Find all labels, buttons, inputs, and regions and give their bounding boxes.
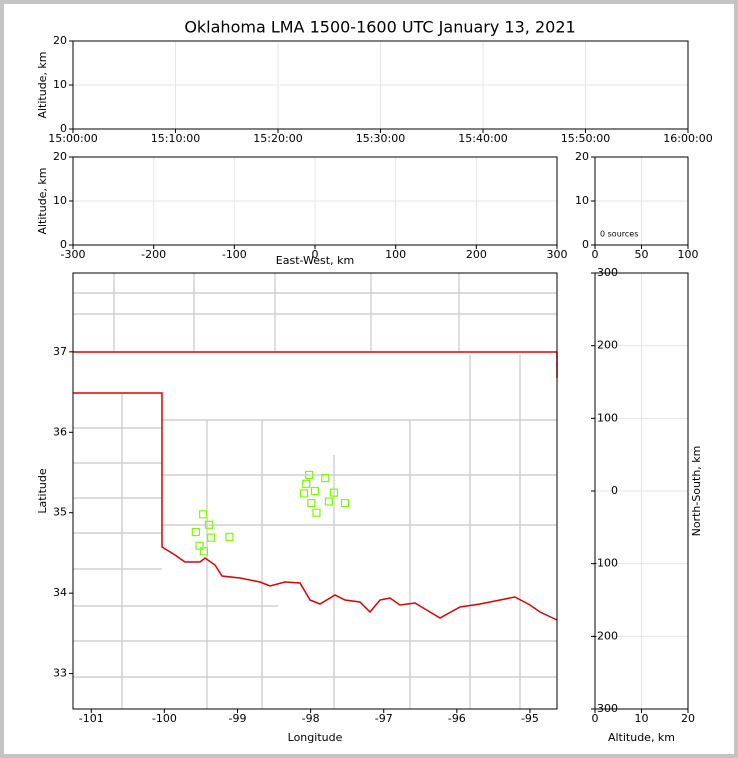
map-background <box>73 273 557 709</box>
x-tick-label: 100 <box>678 248 699 261</box>
y-axis-label: Altitude, km <box>36 167 49 234</box>
x-tick-label: -101 <box>79 712 104 725</box>
x-axis-label: Longitude <box>288 731 343 744</box>
source-point <box>199 547 208 556</box>
source-point <box>302 479 311 488</box>
y-tick-label: 36 <box>53 425 67 438</box>
panel-frame <box>72 272 558 710</box>
x-tick-label: 100 <box>385 248 406 261</box>
source-point <box>329 488 339 497</box>
panel-frame <box>594 156 689 246</box>
y-tick-label: 0 <box>582 238 589 251</box>
y-axis-label: North-South, km <box>690 446 703 537</box>
panel-frame <box>72 156 558 246</box>
y-tick-label: 37 <box>53 345 67 358</box>
y-axis-label: Latitude <box>36 468 49 514</box>
y-tick-label: 20 <box>575 150 589 163</box>
x-tick-label: -100 <box>222 248 247 261</box>
source-point <box>204 520 214 529</box>
x-tick-label: 0 <box>592 712 599 725</box>
x-tick-label: -97 <box>375 712 393 725</box>
panel-frame <box>72 40 689 130</box>
source-point <box>195 541 204 550</box>
x-tick-label: 300 <box>547 248 568 261</box>
x-tick-label: -300 <box>61 248 86 261</box>
x-tick-label: -96 <box>448 712 466 725</box>
y-tick-label: 34 <box>53 586 67 599</box>
y-tick-label: 35 <box>53 506 67 519</box>
x-tick-label: 0 <box>312 248 319 261</box>
x-tick-label: -95 <box>521 712 539 725</box>
x-tick-label: 50 <box>635 248 649 261</box>
x-tick-label: 15:50:00 <box>561 132 610 145</box>
source-point <box>199 510 208 519</box>
source-point <box>299 489 309 498</box>
x-tick-label: 20 <box>681 712 695 725</box>
source-point <box>191 527 200 537</box>
y-tick-label: 10 <box>575 194 589 207</box>
source-point <box>321 474 330 483</box>
x-tick-label: -100 <box>152 712 177 725</box>
y-tick-label: 10 <box>53 194 67 207</box>
x-axis-label: East-West, km <box>276 254 354 267</box>
x-tick-label: 15:30:00 <box>356 132 405 145</box>
y-tick-label: 20 <box>53 150 67 163</box>
source-point <box>310 486 320 496</box>
x-tick-label: 0 <box>592 248 599 261</box>
x-tick-label: 10 <box>635 712 649 725</box>
source-point <box>305 470 314 480</box>
x-tick-label: 15:00:00 <box>48 132 97 145</box>
x-tick-label: -99 <box>229 712 247 725</box>
y-tick-label: 0 <box>611 484 618 497</box>
annotation: 0 sources <box>600 230 638 239</box>
source-point <box>312 508 321 517</box>
y-tick-label: 10 <box>53 78 67 91</box>
y-tick-label: 100 <box>597 411 618 424</box>
panel-frame <box>594 272 689 710</box>
x-tick-label: 16:00:00 <box>663 132 712 145</box>
source-point <box>225 532 234 541</box>
source-point <box>207 533 216 542</box>
x-tick-label: -200 <box>141 248 166 261</box>
x-tick-label: 200 <box>466 248 487 261</box>
x-tick-label: -98 <box>302 712 320 725</box>
source-point <box>307 498 316 508</box>
y-tick-label: -200 <box>593 629 618 642</box>
source-point <box>324 497 333 506</box>
y-axis-label: Altitude, km <box>36 51 49 118</box>
x-tick-label: 15:10:00 <box>151 132 200 145</box>
y-tick-label: 20 <box>53 34 67 47</box>
y-tick-label: 33 <box>53 667 67 680</box>
x-tick-label: 15:20:00 <box>253 132 302 145</box>
y-tick-label: 0 <box>60 238 67 251</box>
state-border <box>73 392 558 621</box>
y-tick-label: 200 <box>597 339 618 352</box>
x-tick-label: 15:40:00 <box>458 132 507 145</box>
source-point <box>340 498 350 508</box>
figure-title: Oklahoma LMA 1500-1600 UTC January 13, 2… <box>184 18 575 37</box>
y-tick-label: -100 <box>593 557 618 570</box>
x-axis-label: Altitude, km <box>608 731 675 744</box>
y-tick-label: 0 <box>60 122 67 135</box>
